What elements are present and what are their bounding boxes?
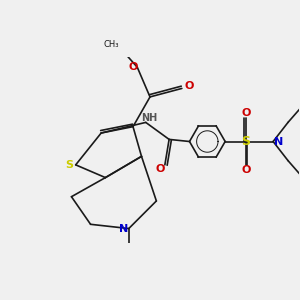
Text: S: S xyxy=(65,160,73,170)
Text: S: S xyxy=(241,135,250,148)
Text: CH₃: CH₃ xyxy=(103,40,119,49)
Text: O: O xyxy=(185,81,194,91)
Text: O: O xyxy=(242,165,251,175)
Text: NH: NH xyxy=(141,113,157,123)
Text: O: O xyxy=(155,164,164,174)
Text: O: O xyxy=(242,108,251,118)
Text: O: O xyxy=(128,62,138,72)
Text: N: N xyxy=(274,136,283,146)
Text: N: N xyxy=(119,224,128,234)
